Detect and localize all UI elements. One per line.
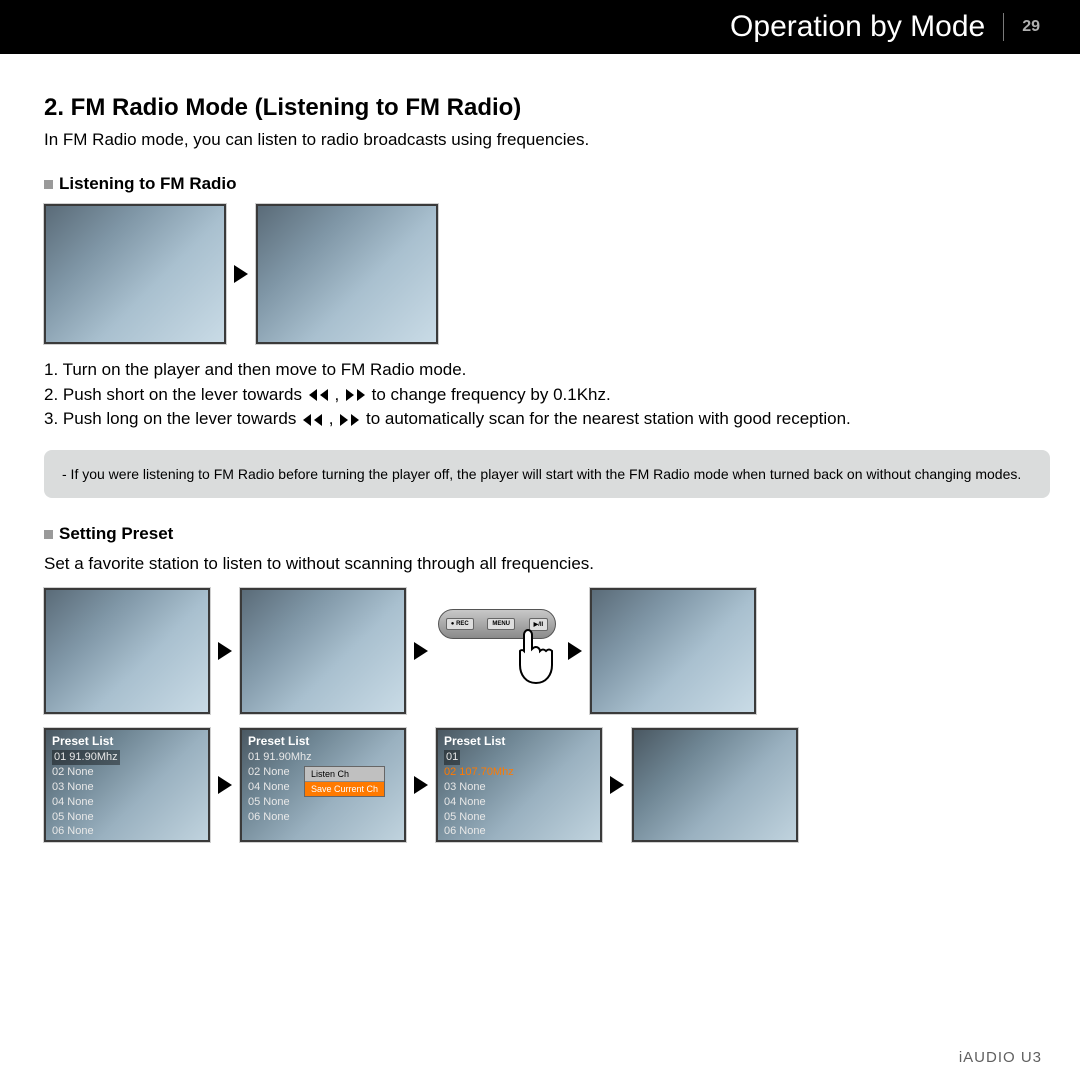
sub-heading-preset: Setting Preset [44, 524, 1050, 544]
square-bullet-icon [44, 180, 53, 189]
arrow-right-icon [610, 776, 624, 794]
preset-intro: Set a favorite station to listen to with… [44, 554, 1050, 574]
fastforward-icon [340, 414, 359, 426]
subsection-preset: Setting Preset Set a favorite station to… [44, 524, 1050, 842]
square-bullet-icon [44, 530, 53, 539]
preset-item: 04 None [444, 795, 594, 810]
step-1: 1. Turn on the player and then move to F… [44, 358, 1050, 383]
preset-item: 03 None [52, 780, 202, 795]
note-box: - If you were listening to FM Radio befo… [44, 450, 1050, 498]
header-divider [1003, 13, 1004, 41]
preset-list-title: Preset List [52, 734, 202, 748]
preset-item: 01 91.90Mhz [52, 750, 202, 765]
step-3: 3. Push long on the lever towards , to a… [44, 407, 1050, 432]
preset-item: 05 None [52, 810, 202, 825]
step-2: 2. Push short on the lever towards , to … [44, 383, 1050, 408]
preset-item: 04 None [52, 795, 202, 810]
preset-list-screen-3: Preset List 01 02 107.70Mhz 03 None 04 N… [436, 728, 602, 842]
preset-item: 03 None [444, 780, 594, 795]
page-body: 2. FM Radio Mode (Listening to FM Radio)… [0, 54, 1080, 842]
header-title: Operation by Mode [730, 10, 985, 44]
preset-item: 06 None [444, 824, 594, 839]
preset-item: 06 None [248, 810, 398, 825]
screen-row-listening [44, 204, 1050, 344]
page-number: 29 [1022, 18, 1040, 36]
screenshot-placeholder [256, 204, 438, 344]
section-title: 2. FM Radio Mode (Listening to FM Radio) [44, 94, 1050, 122]
preset-item: 01 [444, 750, 594, 765]
screenshot-placeholder [632, 728, 798, 842]
screenshot-placeholder [240, 588, 406, 714]
context-menu: Listen Ch Save Current Ch [304, 766, 385, 797]
screenshot-placeholder [44, 588, 210, 714]
device-buttons-illustration: ● REC MENU ▶/II [436, 609, 560, 693]
arrow-right-icon [218, 776, 232, 794]
preset-list-screen-1: Preset List 01 91.90Mhz 02 None 03 None … [44, 728, 210, 842]
page-header: Operation by Mode 29 [0, 0, 1080, 54]
sub-heading-listening: Listening to FM Radio [44, 174, 1050, 194]
sub-heading-text: Listening to FM Radio [59, 174, 237, 194]
preset-item: 01 91.90Mhz [248, 750, 398, 765]
arrow-right-icon [234, 265, 248, 283]
menu-item-save[interactable]: Save Current Ch [305, 782, 384, 796]
preset-list-screen-2: Preset List 01 91.90Mhz 02 None 04 None … [240, 728, 406, 842]
arrow-right-icon [414, 642, 428, 660]
instructions-listening: 1. Turn on the player and then move to F… [44, 358, 1050, 432]
preset-item: 05 None [444, 810, 594, 825]
arrow-right-icon [568, 642, 582, 660]
screenshot-placeholder [590, 588, 756, 714]
sub-heading-text: Setting Preset [59, 524, 173, 544]
rewind-icon [309, 389, 328, 401]
preset-item: 02 None [52, 765, 202, 780]
preset-list-title: Preset List [444, 734, 594, 748]
footer-brand: iAUDIO U3 [959, 1049, 1042, 1066]
preset-item: 06 None [52, 824, 202, 839]
screenshot-placeholder [44, 204, 226, 344]
note-text: - If you were listening to FM Radio befo… [62, 466, 1021, 482]
preset-row-2: Preset List 01 91.90Mhz 02 None 03 None … [44, 728, 1050, 842]
preset-list-title: Preset List [248, 734, 398, 748]
preset-row-1: ● REC MENU ▶/II [44, 588, 1050, 714]
section-intro: In FM Radio mode, you can listen to radi… [44, 130, 1050, 150]
arrow-right-icon [414, 776, 428, 794]
preset-item: 02 107.70Mhz [444, 765, 594, 780]
arrow-right-icon [218, 642, 232, 660]
rec-button[interactable]: ● REC [446, 618, 474, 630]
subsection-listening: Listening to FM Radio 1. Turn on the pla… [44, 174, 1050, 498]
fastforward-icon [346, 389, 365, 401]
rewind-icon [303, 414, 322, 426]
menu-item-listen[interactable]: Listen Ch [305, 767, 384, 782]
hand-pointer-icon [510, 629, 564, 689]
